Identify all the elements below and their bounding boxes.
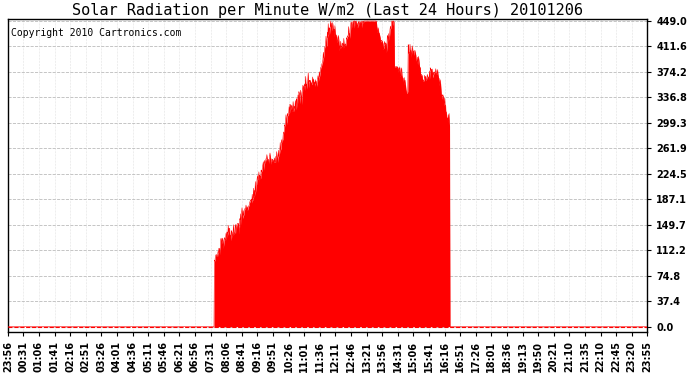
- Title: Solar Radiation per Minute W/m2 (Last 24 Hours) 20101206: Solar Radiation per Minute W/m2 (Last 24…: [72, 3, 583, 18]
- Text: Copyright 2010 Cartronics.com: Copyright 2010 Cartronics.com: [11, 28, 181, 38]
